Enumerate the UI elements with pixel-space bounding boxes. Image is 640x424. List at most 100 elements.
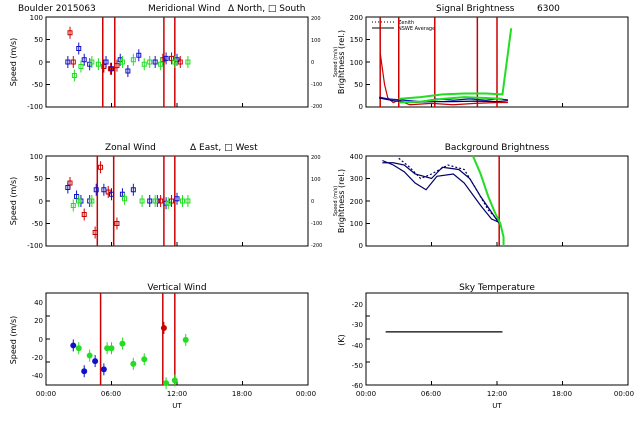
background-navy-2-line: [382, 159, 500, 223]
zonal-ytick-1: 50: [34, 175, 43, 183]
meridional-ytick-4: -100: [27, 103, 43, 111]
zonal-red-point-5: [114, 221, 120, 226]
meridional-red-point-1: [70, 59, 76, 65]
zonal-ylabel: Speed (m/s): [9, 177, 18, 226]
background-ytick-3: 100: [350, 220, 363, 228]
legend-avg: NSWE Average: [398, 26, 435, 32]
vertical-ytick-4: -40: [32, 372, 43, 380]
meridional-ytick-right-0: 200: [311, 16, 321, 22]
sky-xtick-0: 00:00: [356, 390, 376, 398]
signal-ytick-1: 150: [350, 36, 363, 44]
zonal-blue-point-12: [174, 196, 180, 202]
background-title: Background Brightness: [445, 143, 550, 153]
zonal-blue-point-8: [130, 187, 136, 193]
vertical-green-point-2: [104, 345, 111, 352]
meridional-blue-point-5: [109, 66, 114, 72]
vertical-blue-point-3: [100, 366, 107, 373]
meridional-green-point-5: [130, 57, 136, 63]
zonal-ytick-right-4: -200: [311, 243, 322, 249]
panel-background-frame: [365, 155, 629, 247]
vertical-green-point-5: [130, 360, 137, 367]
zonal-red-point-3: [98, 164, 104, 170]
background-ytick-1: 300: [350, 175, 363, 183]
meridional-green-point-10: [185, 59, 191, 65]
meridional-blue-point-0: [65, 59, 71, 65]
zonal-ytick-3: -50: [32, 220, 43, 228]
signal-title-extra: 6300: [537, 4, 560, 14]
meridional-ylabel-right: Speed (m/s): [333, 47, 339, 77]
meridional-ytick-1: 50: [34, 36, 43, 44]
sky-xtick-2: 12:00: [487, 390, 507, 398]
zonal-red-point-1: [81, 212, 87, 217]
zonal-green-point-4: [139, 198, 145, 204]
panel-zonal: Zonal Wind Δ East, □ West Speed (m/s) Sp…: [9, 143, 339, 250]
zonal-red-point-6: [158, 198, 164, 204]
meridional-green-point-1: [78, 64, 84, 69]
panel-sky: Sky Temperature (K) -20 -30 -40 -50 -60 …: [337, 283, 634, 410]
chart-marks: [45, 16, 629, 390]
panel-sky-frame: [365, 292, 629, 386]
signal-ylabel: Brightness (rel.): [337, 30, 346, 94]
zonal-green-point-2: [89, 198, 95, 204]
meridional-green-point-0: [71, 73, 77, 78]
vertical-blue-point-1: [81, 368, 88, 375]
vertical-xtick-4: 00:00: [296, 390, 316, 398]
meridional-green-point-7: [147, 59, 153, 65]
vertical-ylabel: Speed (m/s): [9, 316, 18, 365]
zonal-green-point-0: [70, 203, 76, 208]
meridional-title: Meridional Wind: [148, 4, 220, 14]
meridional-green-point-9: [172, 59, 178, 65]
zonal-blue-point-4: [93, 187, 99, 193]
meridional-blue-point-7: [125, 68, 131, 74]
meridional-red-point-0: [67, 30, 73, 36]
zonal-green-point-7: [179, 198, 185, 204]
vertical-xtick-2: 12:00: [167, 390, 187, 398]
meridional-ytick-2: 0: [39, 59, 43, 67]
vertical-green-point-4: [119, 340, 126, 347]
panel-background: Background Brightness Brightness (rel.) …: [337, 143, 629, 250]
sky-xtick-4: 00:00: [614, 390, 634, 398]
zonal-ylabel-right: Speed (m/s): [333, 186, 339, 216]
vertical-green-point-3: [108, 345, 115, 352]
sky-ytick-2: -40: [352, 342, 363, 350]
zonal-ytick-2: 0: [39, 198, 43, 206]
meridional-blue-point-9: [152, 59, 158, 65]
signal-ytick-0: 200: [350, 14, 363, 22]
zonal-ytick-right-2: 0: [311, 199, 314, 205]
meridional-ylabel: Speed (m/s): [9, 38, 18, 87]
vertical-xtick-3: 18:00: [232, 390, 252, 398]
signal-ytick-2: 100: [350, 59, 363, 67]
meridional-red-point-4: [114, 63, 120, 69]
meridional-ytick-right-3: -100: [311, 82, 322, 88]
signal-navy-avg-line: [378, 97, 508, 104]
meridional-ytick-right-2: 0: [311, 60, 314, 66]
sky-xtick-1: 06:00: [421, 390, 441, 398]
zonal-legend: Δ East, □ West: [190, 143, 258, 153]
meridional-green-point-2: [89, 59, 95, 65]
meridional-blue-point-2: [81, 57, 87, 63]
meridional-green-point-3: [95, 61, 101, 67]
vertical-green-point-0: [75, 345, 82, 352]
zonal-ytick-right-0: 200: [311, 155, 321, 161]
meridional-blue-point-1: [76, 46, 82, 51]
vertical-green-point-8: [171, 377, 178, 384]
meridional-ytick-0: 100: [30, 14, 43, 22]
header-left: Boulder 2015063: [18, 4, 96, 14]
zonal-ytick-0: 100: [30, 153, 43, 161]
meridional-green-point-4: [119, 59, 125, 65]
sky-ytick-3: -50: [352, 362, 363, 370]
meridional-red-point-6: [169, 55, 175, 61]
meridional-green-point-8: [158, 61, 164, 67]
sky-xlabel: UT: [492, 402, 502, 410]
zonal-green-point-3: [122, 196, 128, 202]
zonal-green-point-6: [165, 200, 171, 206]
zonal-green-point-5: [152, 198, 158, 204]
vertical-green-point-9: [182, 336, 189, 343]
vertical-ytick-2: 0: [39, 336, 43, 344]
background-navy-1-line: [382, 162, 500, 224]
sky-title: Sky Temperature: [459, 283, 535, 293]
vertical-blue-point-0: [70, 342, 77, 349]
vertical-green-point-1: [86, 352, 93, 359]
zonal-ytick-right-3: -100: [311, 221, 322, 227]
